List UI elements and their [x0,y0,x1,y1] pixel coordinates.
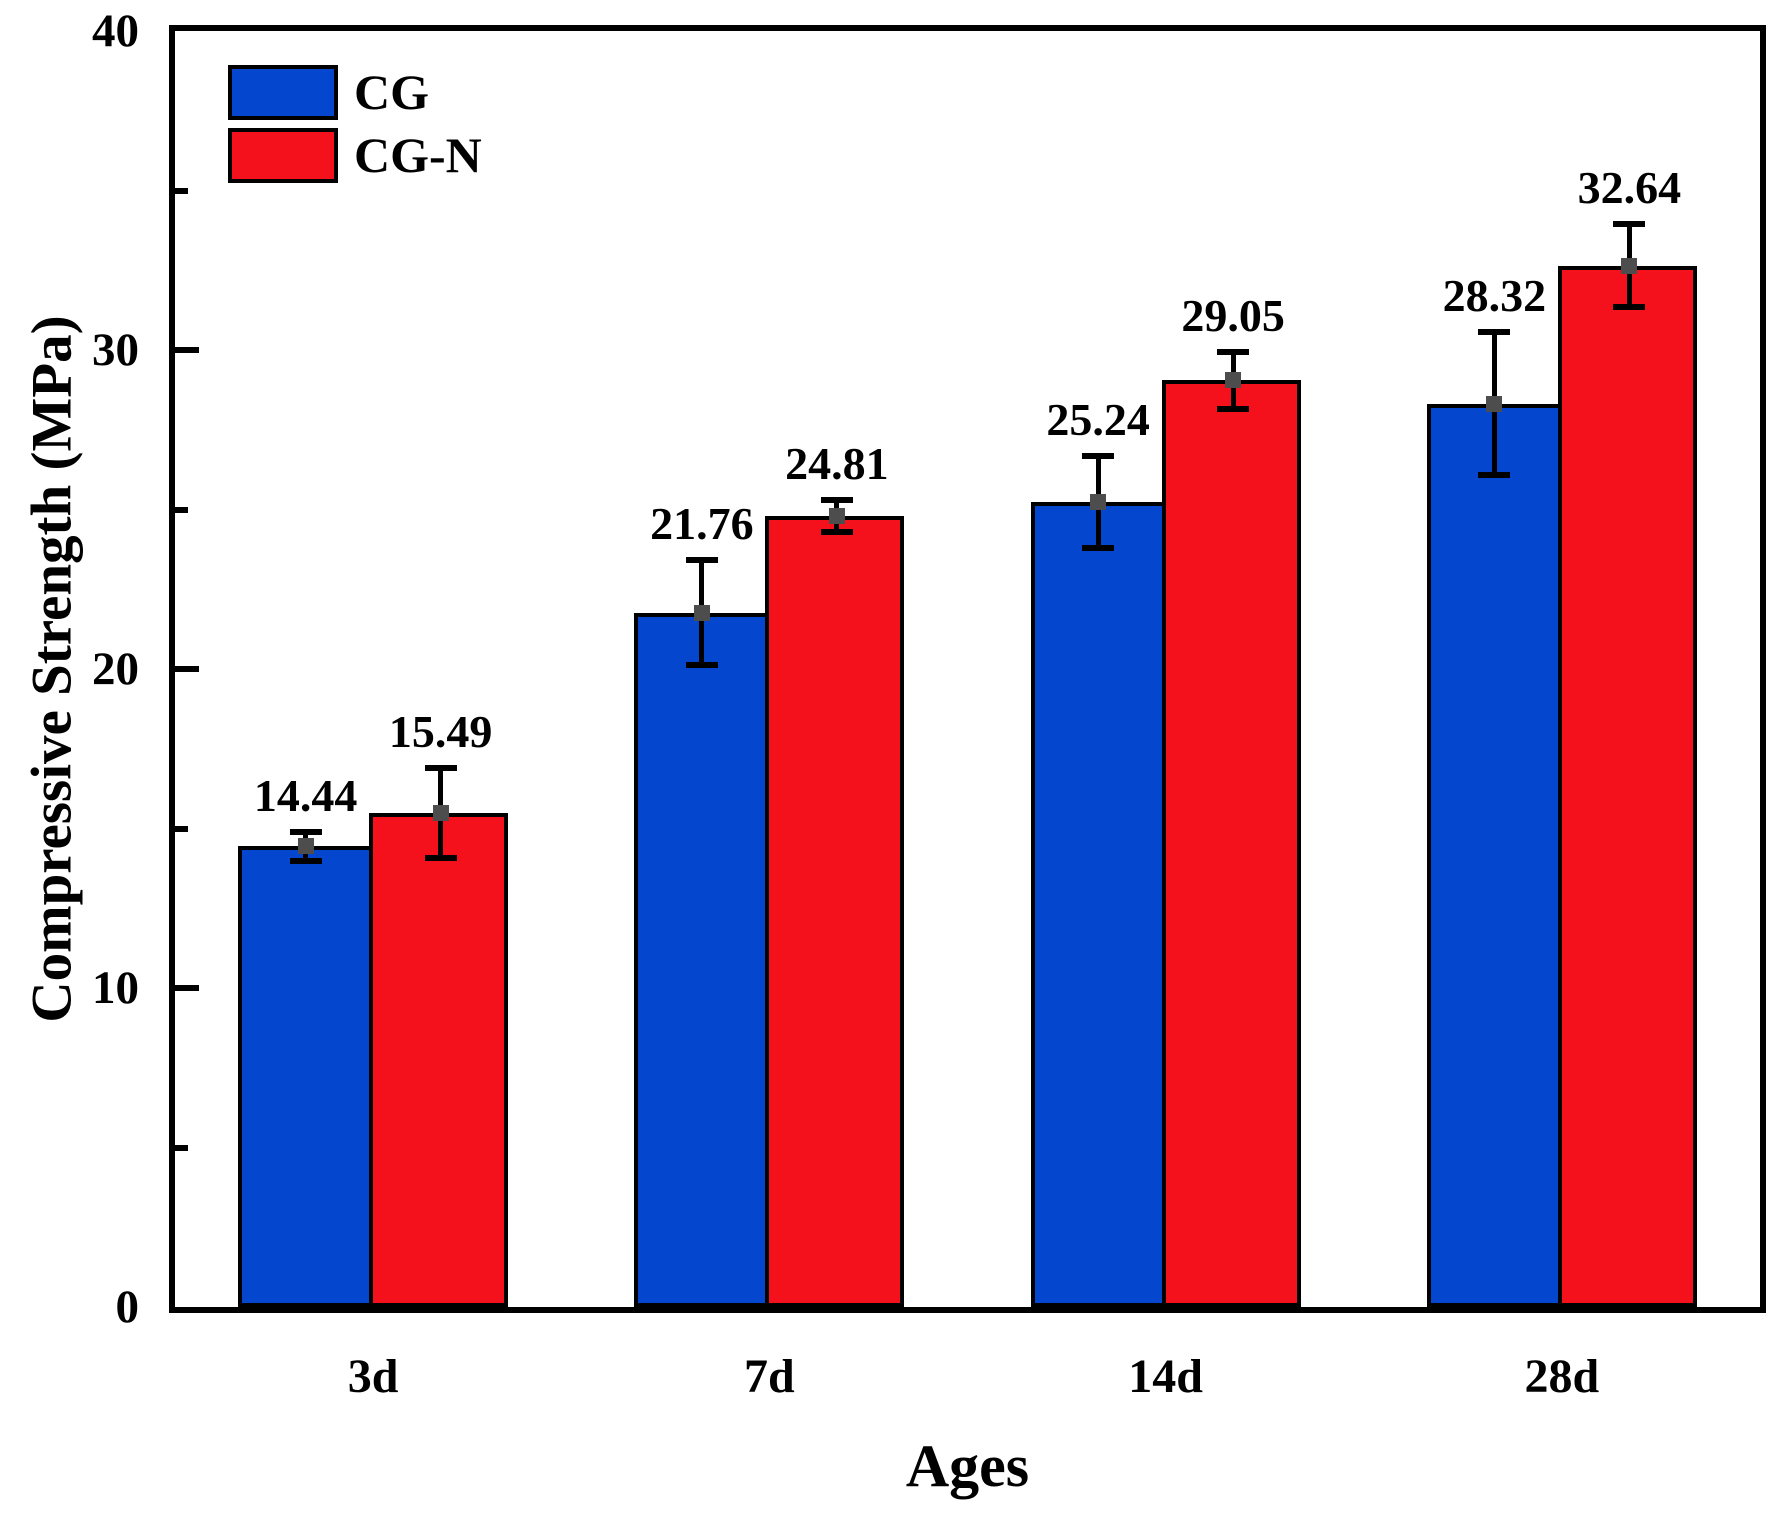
legend-item-cg: CG [228,65,482,120]
error-cap-bottom-cg-n-28d [1613,304,1646,311]
bar-cg-14d [1030,501,1166,1307]
error-marker-cg-7d [693,604,710,621]
error-cap-bottom-cg-n-3d [424,854,457,861]
legend-label-cg: CG [354,64,429,120]
error-cap-top-cg-n-28d [1613,221,1646,228]
y-tick-label-40: 40 [92,5,139,57]
error-cap-bottom-cg-n-14d [1217,406,1250,412]
error-cap-bottom-cg-28d [1478,472,1511,479]
bar-cg-3d [238,846,374,1307]
value-label-cg-14d: 25.24 [1046,393,1150,445]
error-marker-cg-3d [297,838,314,855]
x-axis-title: Ages [905,1433,1030,1499]
error-cap-top-cg-n-7d [820,496,853,503]
y-minor-tick-15 [175,825,188,832]
legend-swatch-cg [228,65,338,120]
value-label-cg-n-7d: 24.81 [785,437,889,489]
x-tick-label-14d: 14d [1128,1350,1203,1403]
y-tick-label-0: 0 [115,1281,140,1333]
error-marker-cg-14d [1090,493,1107,510]
y-tick-label-20: 20 [92,643,139,695]
y-minor-tick-5 [175,1144,188,1151]
y-minor-tick-35 [175,187,188,194]
error-marker-cg-n-28d [1621,257,1638,274]
x-tick-label-3d: 3d [347,1350,399,1403]
error-cap-bottom-cg-14d [1082,545,1115,552]
error-marker-cg-n-7d [828,507,845,524]
legend: CG CG-N [228,65,482,183]
bar-cg-n-7d [765,515,905,1307]
value-label-cg-28d: 28.32 [1442,269,1547,321]
y-tick-label-30: 30 [92,324,139,376]
error-marker-cg-28d [1486,395,1503,412]
legend-item-cg-n: CG-N [228,128,482,183]
error-cap-bottom-cg-n-7d [820,528,853,535]
legend-label-cg-n: CG-N [354,127,482,183]
error-cap-bottom-cg-7d [685,662,718,669]
value-label-cg-3d: 14.44 [253,770,358,821]
bar-cg-7d [634,612,770,1307]
plot-area: CG CG-N 0 10 20 30 40 14.44 15.49 3d 21.76 24.81 7… [92,5,1766,1403]
bar-cg-28d [1426,403,1562,1307]
y-minor-tick-25 [175,506,188,513]
error-marker-cg-n-14d [1225,372,1242,389]
x-tick-label-7d: 7d [744,1350,795,1403]
error-marker-cg-n-3d [432,804,449,821]
value-label-cg-n-3d: 15.49 [388,706,493,758]
error-cap-top-cg-3d [289,829,322,835]
x-tick-label-28d: 28d [1524,1350,1600,1403]
error-cap-bottom-cg-3d [289,857,322,864]
error-cap-top-cg-n-3d [424,765,457,772]
bar-cg-n-28d [1557,265,1697,1307]
value-label-cg-7d: 21.76 [650,498,754,550]
value-label-cg-n-28d: 32.64 [1577,162,1682,214]
error-cap-top-cg-28d [1478,328,1511,335]
y-major-tick-10 [175,985,199,991]
legend-swatch-cg-n [228,128,338,183]
error-cap-top-cg-14d [1082,452,1115,459]
error-cap-top-cg-7d [685,557,718,564]
error-cap-top-cg-n-14d [1217,348,1250,355]
bar-cg-n-14d [1161,380,1301,1307]
y-major-tick-20 [175,666,199,672]
bar-cg-n-3d [369,812,509,1307]
y-tick-label-10: 10 [92,962,139,1014]
y-major-tick-30 [175,347,199,353]
value-label-cg-n-14d: 29.05 [1181,289,1285,341]
